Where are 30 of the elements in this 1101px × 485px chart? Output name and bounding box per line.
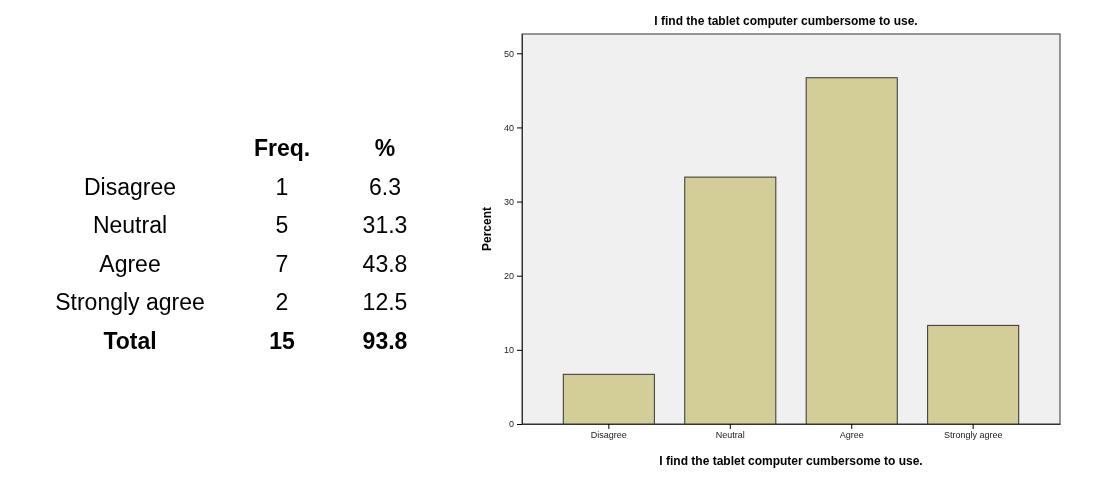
data-label: 31.3 xyxy=(362,212,408,238)
y-axis-title: Percent xyxy=(480,206,494,252)
chart-title: I find the tablet computer cumbersome to use. xyxy=(654,14,918,28)
category-label: Agree xyxy=(99,250,161,277)
y-tick-label: 50 xyxy=(503,48,514,59)
y-tick-label: 20 xyxy=(503,271,514,282)
data-label: 15 xyxy=(269,327,295,354)
data-label: 12.5 xyxy=(362,289,408,315)
data-label: 6.3 xyxy=(369,173,401,200)
data-label: 5 xyxy=(275,212,289,238)
data-label: 2 xyxy=(275,289,289,315)
x-tick-label: Agree xyxy=(839,430,864,441)
category-label: Neutral xyxy=(92,212,168,238)
y-tick-label: 40 xyxy=(503,122,514,133)
text: Freq. xyxy=(253,135,311,161)
category-label: Total xyxy=(103,327,157,354)
x-tick-label: Strongly agree xyxy=(943,430,1003,441)
category-label: Disagree xyxy=(83,173,177,200)
data-label: 1 xyxy=(275,173,289,200)
data-label: 93.8 xyxy=(362,327,408,354)
y-tick-label: 0 xyxy=(508,419,514,430)
text: % xyxy=(374,135,396,161)
category-label: Strongly agree xyxy=(55,289,205,315)
x-axis-title: I find the tablet computer cumbersome to use. xyxy=(659,454,923,468)
x-tick-label: Disagree xyxy=(590,430,627,441)
y-tick-label: 30 xyxy=(503,196,514,207)
data-label: 43.8 xyxy=(362,250,408,277)
data-label: 7 xyxy=(275,250,289,277)
y-tick-label: 10 xyxy=(503,345,514,356)
x-tick-label: Neutral xyxy=(715,430,745,441)
